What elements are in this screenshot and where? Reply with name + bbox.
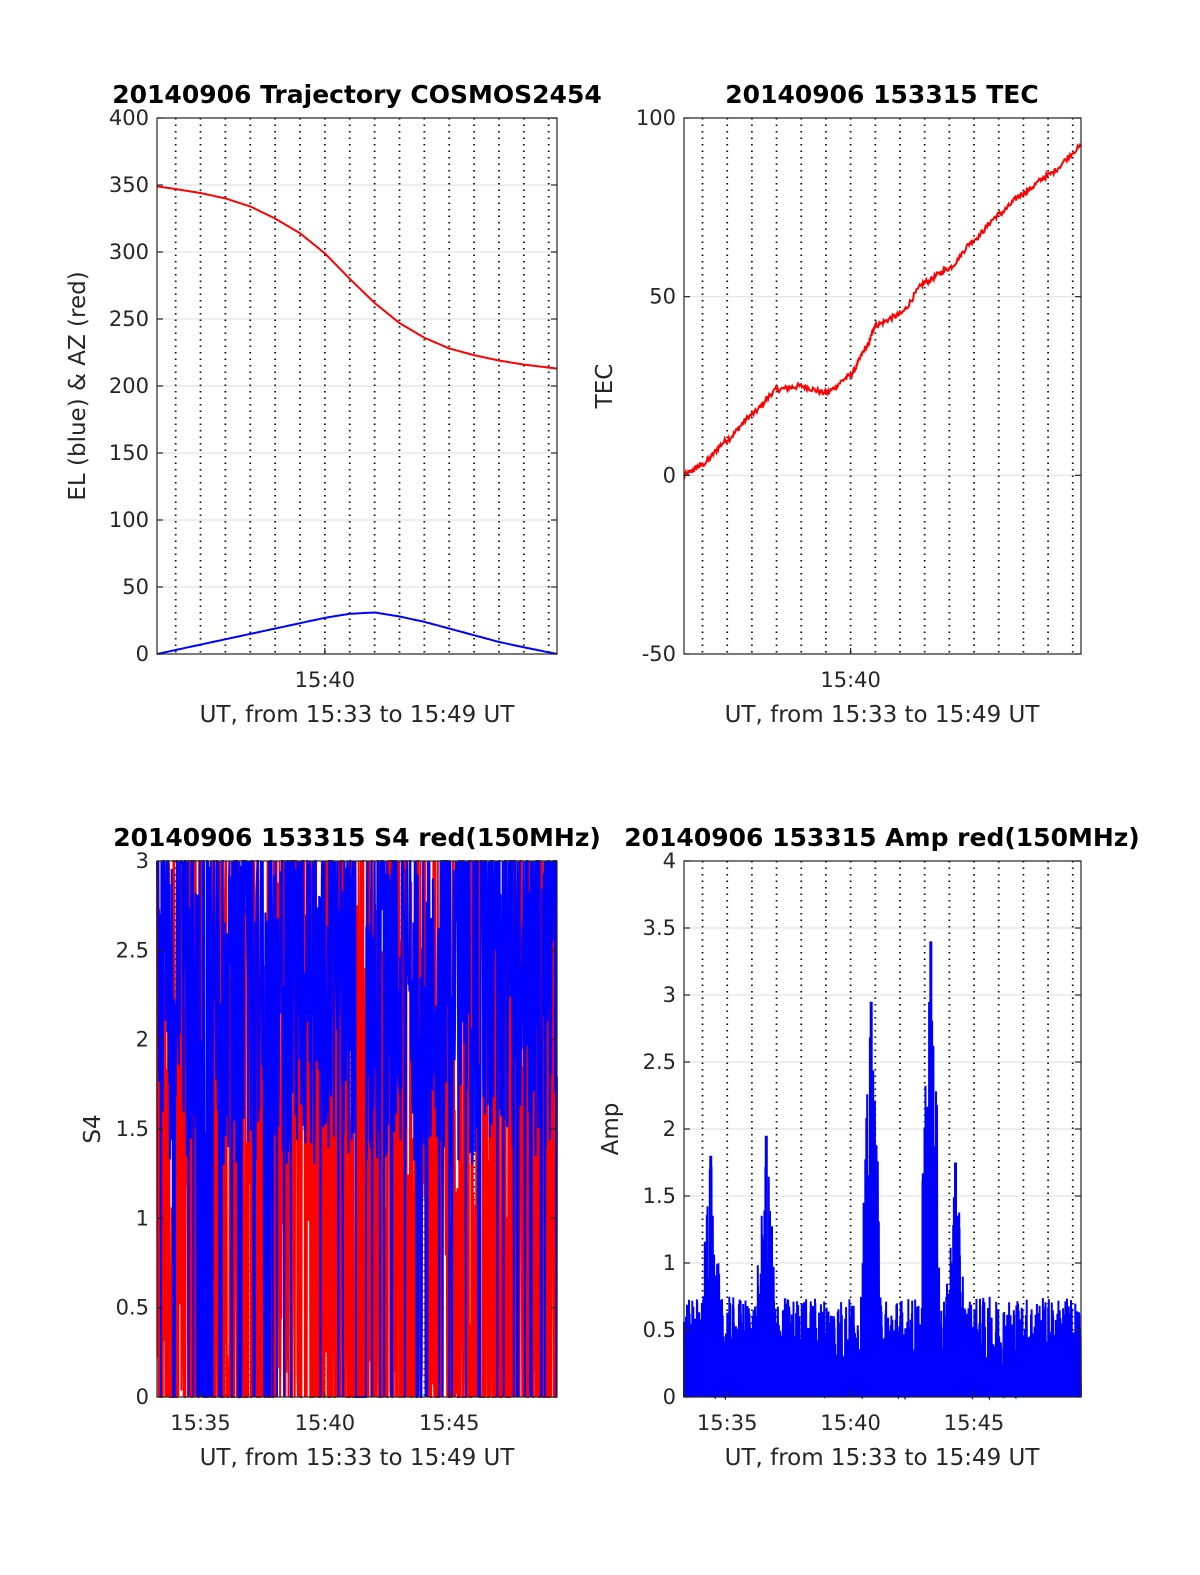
y-tick-label: 3.5 [643,916,676,940]
y-tick-label: 1 [136,1206,149,1230]
x-axis-label-tec: UT, from 15:33 to 15:49 UT [725,702,1041,728]
y-tick-label: 300 [109,240,149,264]
y-tick-label: 150 [109,441,149,465]
y-tick-label: 1.5 [116,1117,149,1141]
x-axis-label-s4: UT, from 15:33 to 15:49 UT [200,1445,516,1471]
x-tick-label: 15:40 [820,668,881,692]
x-tick-label: 15:45 [419,1411,480,1435]
panel-trajectory: 0 50 100 150 200 250 300 350 400 15:40 20140906 … [65,80,602,728]
y-ticks-trajectory: 0 50 100 150 200 250 300 350 400 [109,106,557,666]
x-axis-label-amp: UT, from 15:33 to 15:49 UT [725,1445,1041,1471]
panel-amp: 0 0.5 1 1.5 2 2.5 3 3.5 4 15:35 15:40 15:45 201409… [598,823,1140,1471]
y-tick-label: 3 [136,849,149,873]
panel-s4: 0 0.5 1 1.5 2 2.5 3 15:35 15:40 15:45 20140906 1… [80,823,601,1471]
chart-title-tec: 20140906 153315 TEC [725,80,1038,109]
series-line-amp [683,1001,1082,1401]
series-line-az [156,185,558,370]
series-line-tec [683,142,1082,480]
y-tick-label: 0.5 [116,1296,149,1320]
series-s4 [156,859,558,1400]
y-tick-label: 350 [109,173,149,197]
y-tick-label: 4 [663,849,676,873]
series-tec [683,142,1082,480]
series-amp [683,941,1082,1401]
y-axis-label-amp: Amp [598,1103,624,1156]
panel-tec: -50 0 50 100 15:40 20140906 153315 TEC UT, … [592,80,1082,728]
y-tick-label: 0.5 [643,1318,676,1342]
chart-title-s4: 20140906 153315 S4 red(150MHz) [113,823,601,852]
x-tick-label: 15:35 [697,1411,758,1435]
y-ticks-amp: 0 0.5 1 1.5 2 2.5 3 3.5 4 [643,849,1081,1409]
x-ticks-trajectory: 15:40 [295,648,356,692]
y-ticks-tec: -50 0 50 100 [636,106,1081,666]
y-tick-label: 100 [636,106,676,130]
y-tick-label: 2 [663,1117,676,1141]
chart-title-trajectory: 20140906 Trajectory COSMOS2454 [112,80,602,109]
series-line-el [156,611,558,655]
series-trajectory [156,185,558,655]
x-tick-label: 15:35 [170,1411,231,1435]
x-tick-label: 15:45 [944,1411,1005,1435]
x-tick-label: 15:40 [295,1411,356,1435]
y-tick-label: 0 [136,642,149,666]
x-ticks-amp: 15:35 15:40 15:45 [697,1391,1004,1435]
y-tick-label: 200 [109,374,149,398]
y-tick-label: 2.5 [116,938,149,962]
y-tick-label: 50 [122,575,149,599]
x-tick-label: 15:40 [295,668,356,692]
plot-area-tec [684,118,1081,654]
y-axis-label-trajectory: EL (blue) & AZ (red) [65,271,91,500]
y-tick-label: 1.5 [643,1184,676,1208]
y-tick-label: 0 [663,463,676,487]
axes-box-tec [683,117,1082,655]
y-tick-label: 50 [649,285,676,309]
y-tick-label: 0 [663,1385,676,1409]
y-tick-label: 2 [136,1028,149,1052]
y-ticks-s4: 0 0.5 1 1.5 2 2.5 3 [116,849,557,1409]
y-tick-label: 250 [109,307,149,331]
chart-title-amp: 20140906 153315 Amp red(150MHz) [624,823,1140,852]
y-axis-label-s4: S4 [80,1114,106,1143]
y-tick-label: 1 [663,1251,676,1275]
x-tick-label: 15:40 [820,1411,881,1435]
y-tick-label: 3 [663,983,676,1007]
y-axis-label-tec: TEC [592,364,618,410]
x-axis-label-trajectory: UT, from 15:33 to 15:49 UT [200,702,516,728]
y-tick-label: 100 [109,508,149,532]
y-tick-label: 2.5 [643,1050,676,1074]
y-tick-label: -50 [642,642,676,666]
y-tick-label: 0 [136,1385,149,1409]
y-tick-label: 400 [109,106,149,130]
x-ticks-s4: 15:35 15:40 15:45 [170,1391,479,1435]
x-ticks-tec: 15:40 [820,648,881,692]
